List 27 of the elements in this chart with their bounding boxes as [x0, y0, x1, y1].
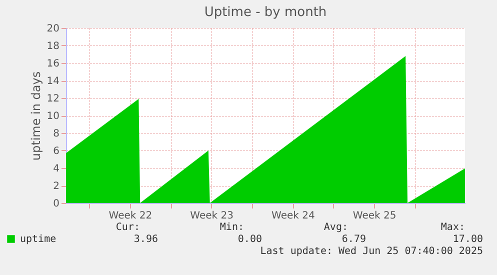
y-tick-label: 2 [53, 181, 60, 192]
y-tick-label: 8 [53, 128, 60, 140]
x-tick-label: Week 22 [108, 210, 152, 222]
text: Avg: [324, 222, 348, 233]
text: Min: [220, 222, 244, 233]
y-axis-title: uptime in days [28, 71, 43, 161]
text: 3.96 [134, 234, 158, 245]
legend-label: uptime [20, 234, 56, 245]
y-tick-label: 20 [46, 24, 60, 34]
x-tick-label: Week 23 [190, 210, 234, 222]
y-tick-label: 18 [46, 41, 60, 52]
text: Cur: [116, 222, 140, 233]
y-tick-label: 16 [46, 58, 60, 70]
y-tick-label: 4 [53, 164, 60, 174]
text: 0.00 [238, 234, 262, 245]
text: Last update: Wed Jun 25 07:40:00 2025 [260, 246, 483, 257]
y-tick-label: 6 [53, 146, 60, 157]
y-tick-label: 10 [46, 111, 60, 122]
text: 6.79 [342, 234, 366, 245]
chart-title: Uptime - by month [204, 5, 327, 20]
y-tick-label: 12 [46, 94, 60, 104]
text: Max: [440, 222, 465, 233]
text: 17.00 [452, 234, 483, 245]
x-tick-label: Week 24 [272, 210, 315, 222]
y-tick-label: 14 [46, 76, 60, 87]
y-tick-label: 0 [53, 198, 60, 210]
x-tick-label: Week 25 [352, 210, 396, 222]
